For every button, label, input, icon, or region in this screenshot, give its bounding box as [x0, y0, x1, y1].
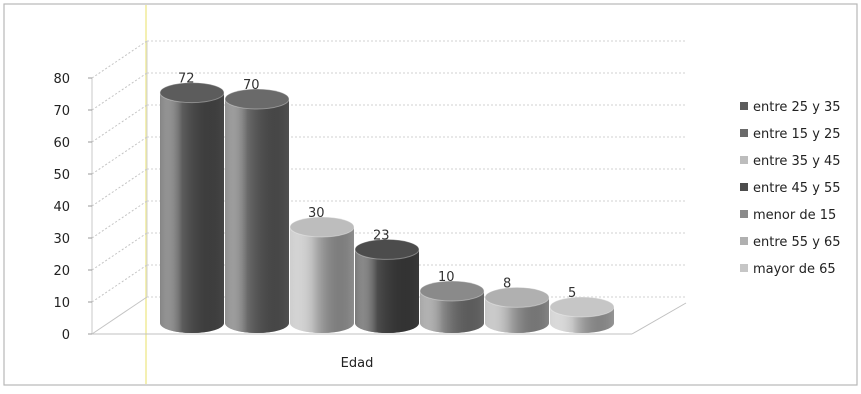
legend-swatch [740, 129, 748, 137]
bar-top [484, 286, 550, 308]
y-tick-label: 30 [53, 232, 70, 247]
y-tick-label: 80 [53, 72, 70, 87]
legend-label: entre 45 y 55 [753, 181, 841, 196]
side-wall-gridline [91, 296, 148, 335]
bar-shading [420, 291, 484, 333]
legend-item: entre 15 y 25 [740, 127, 841, 142]
bar-2 [224, 88, 290, 333]
axis-layer: 0 10 20 30 40 50 60 70 80 [53, 72, 93, 343]
y-tick-label: 10 [53, 296, 70, 311]
bar-top [549, 296, 615, 318]
side-wall-gridline [91, 264, 148, 303]
y-tick-label: 20 [53, 264, 70, 279]
legend-label: entre 35 y 45 [753, 154, 841, 169]
y-tick-label: 60 [53, 136, 70, 151]
bar-layer [159, 82, 615, 333]
side-wall-gridline [91, 168, 148, 207]
data-label: 72 [178, 72, 195, 87]
y-tick-label: 0 [62, 328, 70, 343]
data-label: 70 [243, 78, 260, 93]
floor-right-edge [631, 302, 687, 335]
y-tick-label: 70 [53, 104, 70, 119]
side-wall-gridline [91, 136, 148, 175]
bar-top [354, 238, 420, 260]
data-label: 8 [503, 276, 511, 291]
data-label: 23 [373, 228, 390, 243]
side-wall-gridline [91, 200, 148, 239]
side-wall-gridline [91, 104, 148, 143]
bar-top [224, 88, 290, 110]
legend: entre 25 y 35 entre 15 y 25 entre 35 y 45 e… [740, 100, 841, 277]
data-label: 5 [568, 286, 576, 301]
legend-swatch [740, 102, 748, 110]
bar-top [419, 280, 485, 302]
legend-swatch [740, 264, 748, 272]
legend-label: entre 25 y 35 [753, 100, 841, 115]
legend-item: menor de 15 [740, 208, 836, 223]
y-tick-label: 40 [53, 200, 70, 215]
legend-label: mayor de 65 [753, 262, 836, 277]
data-label: 10 [438, 270, 455, 285]
legend-label: menor de 15 [753, 208, 836, 223]
legend-swatch [740, 156, 748, 164]
y-tick-label: 50 [53, 168, 70, 183]
bar-shading [225, 99, 289, 333]
bar-6 [484, 286, 550, 333]
side-wall-gridline [91, 232, 148, 271]
legend-item: entre 35 y 45 [740, 154, 841, 169]
bar-shading [160, 92, 224, 333]
legend-label: entre 15 y 25 [753, 127, 841, 142]
data-label-layer: 72 70 30 23 10 8 5 [178, 72, 576, 301]
bar-4 [354, 238, 420, 333]
bar-top [159, 82, 225, 104]
side-wall-gridline [91, 40, 148, 79]
bar-5 [419, 280, 485, 333]
bar-shading [355, 249, 419, 333]
legend-item: entre 55 y 65 [740, 235, 841, 250]
legend-item: mayor de 65 [740, 262, 836, 277]
legend-label: entre 55 y 65 [753, 235, 841, 250]
data-label: 30 [308, 206, 325, 221]
legend-swatch [740, 210, 748, 218]
grid-layer [91, 40, 687, 335]
bar-3 [289, 216, 355, 333]
legend-swatch [740, 183, 748, 191]
legend-item: entre 45 y 55 [740, 181, 841, 196]
x-axis-label: Edad [341, 356, 374, 371]
bar-shading [290, 227, 354, 333]
bar-7 [549, 296, 615, 333]
bar-top [289, 216, 355, 238]
bar-shading [485, 297, 549, 333]
side-wall-gridline [91, 72, 148, 111]
legend-item: entre 25 y 35 [740, 100, 841, 115]
bar-1 [159, 82, 225, 333]
legend-swatch [740, 237, 748, 245]
